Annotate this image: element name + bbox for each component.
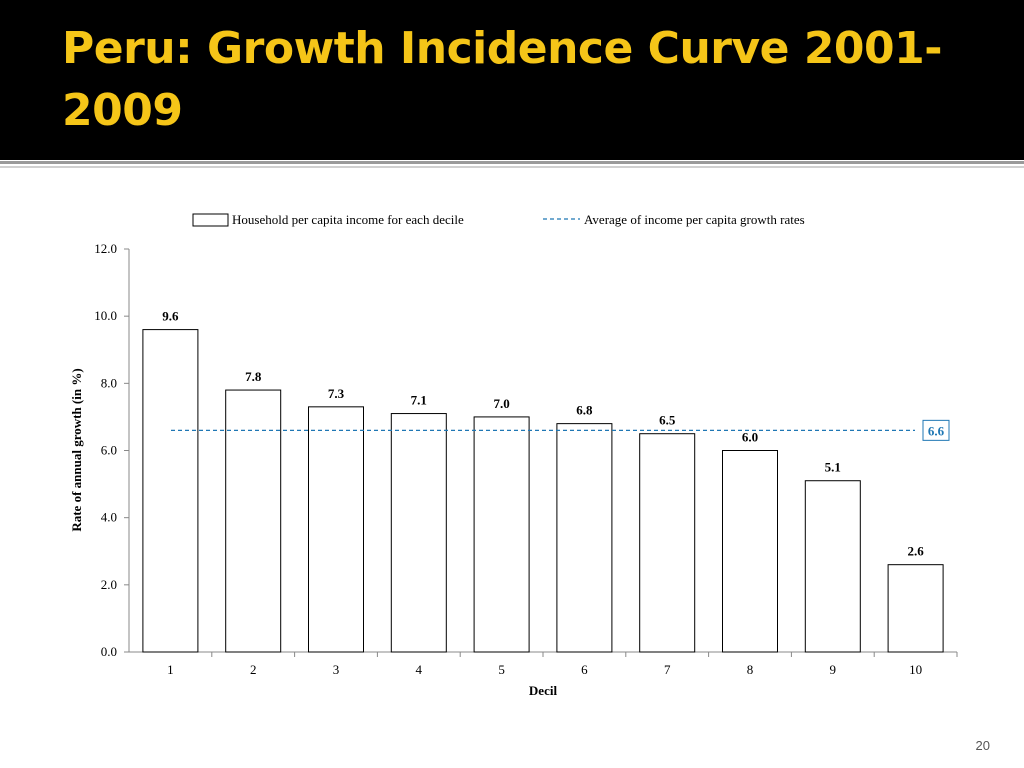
title-divider-light xyxy=(0,166,1024,168)
bar xyxy=(887,564,944,653)
title-divider xyxy=(0,161,1024,164)
x-tick-label: 2 xyxy=(250,662,257,677)
bar-data-label: 9.6 xyxy=(162,309,179,324)
x-axis-title: Decil xyxy=(529,683,558,698)
x-tick-label: 5 xyxy=(498,662,505,677)
bar-data-label: 6.0 xyxy=(742,430,758,445)
average-label: 6.6 xyxy=(928,423,945,438)
slide-number: 20 xyxy=(975,738,990,753)
bar-data-label: 7.0 xyxy=(493,396,509,411)
bar xyxy=(473,416,530,653)
bar-data-label: 6.5 xyxy=(659,413,676,428)
y-tick-label: 12.0 xyxy=(94,241,117,256)
bar-data-label: 7.8 xyxy=(245,369,262,384)
y-tick-label: 0.0 xyxy=(101,644,117,659)
legend-bar-swatch xyxy=(192,213,229,227)
bar xyxy=(225,389,282,653)
x-tick-label: 4 xyxy=(416,662,423,677)
y-tick-label: 4.0 xyxy=(101,510,117,525)
bar-data-label: 5.1 xyxy=(825,460,841,475)
x-tick-label: 8 xyxy=(747,662,754,677)
x-tick-label: 9 xyxy=(830,662,837,677)
bar-data-label: 2.6 xyxy=(907,544,924,559)
y-tick-label: 6.0 xyxy=(101,443,117,458)
y-tick-label: 8.0 xyxy=(101,375,117,390)
y-tick-label: 2.0 xyxy=(101,577,117,592)
x-tick-label: 3 xyxy=(333,662,340,677)
legend-bar-label: Household per capita income for each dec… xyxy=(232,212,464,227)
x-tick-label: 1 xyxy=(167,662,174,677)
bar xyxy=(639,433,696,653)
slide-title: Peru: Growth Incidence Curve 2001-2009 xyxy=(62,23,943,136)
bar xyxy=(142,329,199,653)
x-tick-label: 6 xyxy=(581,662,588,677)
y-axis-title: Rate of annual growth (in %) xyxy=(69,368,84,531)
x-tick-label: 7 xyxy=(664,662,671,677)
bar xyxy=(556,423,613,653)
bar-data-label: 7.1 xyxy=(411,393,427,408)
bar-data-label: 6.8 xyxy=(576,403,593,418)
y-tick-label: 10.0 xyxy=(94,308,117,323)
bar-data-label: 7.3 xyxy=(328,386,345,401)
bar xyxy=(390,413,447,653)
x-tick-label: 10 xyxy=(909,662,922,677)
bar xyxy=(804,480,861,653)
legend-average-label: Average of income per capita growth rate… xyxy=(584,212,805,227)
bar xyxy=(722,450,778,653)
average-label-box xyxy=(922,419,950,441)
title-bar: Peru: Growth Incidence Curve 2001-2009 xyxy=(0,0,1024,160)
bar xyxy=(308,406,364,653)
